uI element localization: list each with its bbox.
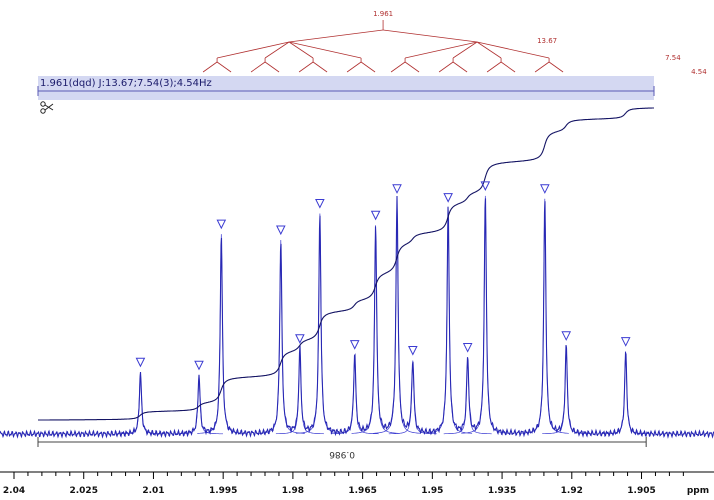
tree-line	[312, 61, 328, 73]
peak-marker-15[interactable]	[561, 331, 572, 341]
tree-shift-label: 1.961	[373, 10, 393, 18]
peak-markers	[135, 181, 631, 371]
peak-marker-5[interactable]	[295, 334, 305, 344]
integral-curve[interactable]	[38, 107, 654, 421]
tree-line	[202, 61, 218, 73]
x-tick-label: 1.92	[561, 486, 583, 496]
x-tick-label: 1.95	[421, 486, 443, 496]
tree-line	[264, 41, 290, 59]
peak-fit-curves	[116, 195, 650, 435]
x-axis: 2.04 2.025 2.01 1.995 1.98 1.965 1.95 1.935 1.92…	[0, 471, 714, 496]
x-tick-label: 1.905	[627, 486, 655, 496]
x-tick-label: 1.935	[488, 486, 516, 496]
tree-line	[264, 61, 280, 73]
tree-line	[476, 41, 502, 59]
tree-line	[534, 61, 550, 73]
tree-line	[250, 61, 266, 73]
peak-marker-1[interactable]	[135, 357, 146, 368]
tree-line	[452, 61, 468, 73]
x-tick-label: 1.965	[348, 486, 376, 496]
peak-marker-14[interactable]	[540, 184, 550, 194]
peak-marker-16[interactable]	[620, 337, 631, 347]
peak-marker-11[interactable]	[443, 193, 453, 203]
x-axis-unit: ppm	[687, 486, 709, 496]
tree-line	[476, 41, 550, 59]
tree-line	[216, 61, 232, 73]
integration-value: 0.986	[329, 449, 355, 459]
multiplet-label-background	[38, 76, 654, 100]
peak-marker-12[interactable]	[462, 343, 473, 353]
x-tick-label: 2.025	[69, 486, 97, 496]
peak-fit-8	[351, 225, 400, 434]
tree-j3-label: 4.54	[691, 68, 707, 76]
tree-line	[360, 61, 376, 73]
tree-line	[390, 61, 406, 73]
peak-marker-6[interactable]	[315, 199, 325, 209]
tree-line	[288, 41, 314, 59]
integral-line	[38, 107, 654, 421]
tree-line	[216, 41, 290, 59]
peak-marker-2[interactable]	[194, 360, 204, 371]
tree-line	[548, 61, 564, 73]
tree-line	[289, 29, 384, 43]
x-tick-label: 1.995	[209, 486, 237, 496]
multiplet-label: 1.961(dqd) J:13.67;7.54(3);4.54Hz	[40, 78, 212, 89]
integration-bar[interactable]: 0.986	[37, 437, 647, 459]
peak-fit-10	[388, 360, 437, 435]
tree-line	[288, 41, 362, 59]
tree-line	[346, 61, 362, 73]
peak-marker-7[interactable]	[349, 340, 360, 350]
tree-line	[404, 61, 420, 73]
peak-marker-10[interactable]	[408, 346, 418, 356]
spectrum-line	[0, 195, 714, 439]
spectrum-trace	[0, 195, 714, 439]
tree-line	[500, 61, 516, 73]
scissors-icon[interactable]	[40, 101, 54, 114]
peak-marker-3[interactable]	[216, 219, 227, 230]
x-tick-label: 1.98	[282, 486, 304, 496]
tree-line	[383, 29, 478, 43]
splitting-tree: 1.961 13.67 7.54 4.54	[202, 10, 707, 76]
tree-line	[486, 61, 502, 73]
peak-marker-13[interactable]	[480, 181, 491, 191]
x-tick-label: 2.04	[3, 486, 25, 496]
tree-line	[438, 61, 454, 73]
x-tick-label: 2.01	[142, 486, 164, 496]
tree-line	[404, 41, 478, 59]
tree-j1-label: 13.67	[537, 37, 557, 45]
peak-marker-9[interactable]	[392, 184, 402, 194]
multiplet-label-bar[interactable]: 1.961(dqd) J:13.67;7.54(3);4.54Hz	[37, 76, 655, 100]
peak-marker-4[interactable]	[276, 225, 286, 236]
tree-line	[452, 41, 478, 59]
tree-line	[298, 61, 314, 73]
peak-marker-8[interactable]	[370, 210, 381, 221]
tree-j2-label: 7.54	[665, 54, 681, 62]
